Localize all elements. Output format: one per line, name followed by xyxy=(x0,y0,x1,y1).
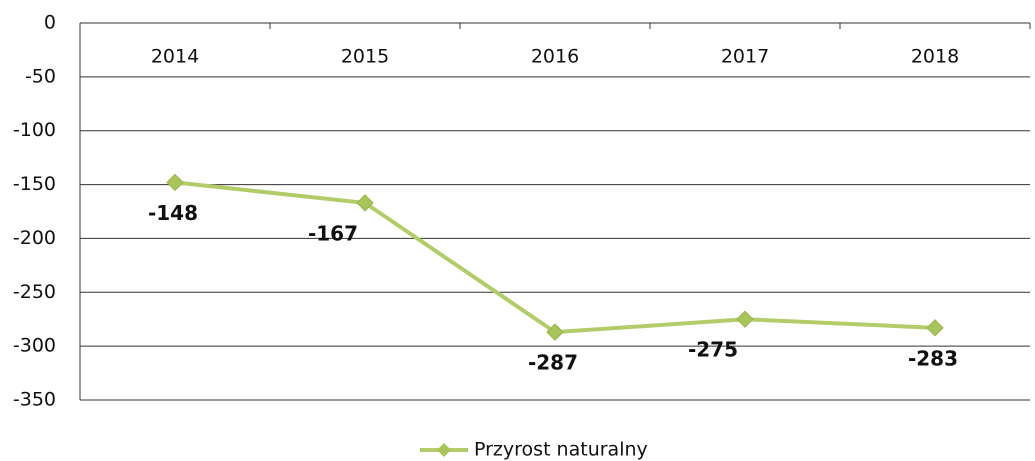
y-tick-label: -250 xyxy=(13,281,56,303)
data-label: -167 xyxy=(308,221,358,245)
x-tick-label: 2018 xyxy=(911,46,959,68)
marker xyxy=(926,319,944,337)
series-line xyxy=(174,180,936,335)
marker xyxy=(166,173,184,192)
y-tick-label: -350 xyxy=(13,389,56,411)
x-tick-label: 2014 xyxy=(151,46,199,68)
marker xyxy=(546,323,564,341)
data-label: -287 xyxy=(528,351,578,375)
x-tick-label: 2016 xyxy=(531,46,579,68)
marker xyxy=(736,310,754,328)
y-tick-label: 0 xyxy=(44,12,56,34)
y-tick-label: -50 xyxy=(25,65,56,87)
legend-label: Przyrost naturalny xyxy=(474,439,648,461)
data-label: -275 xyxy=(688,338,738,362)
x-tick-label: 2015 xyxy=(341,46,389,68)
data-label: -283 xyxy=(908,346,958,370)
y-tick-label: -200 xyxy=(13,227,56,249)
y-tick-label: -150 xyxy=(13,173,56,195)
marker xyxy=(356,194,374,212)
y-tick-label: -100 xyxy=(13,119,56,141)
data-label: -148 xyxy=(148,201,198,225)
x-tick-label: 2017 xyxy=(721,46,769,68)
legend-marker xyxy=(437,443,451,457)
y-tick-label: -300 xyxy=(13,335,56,357)
